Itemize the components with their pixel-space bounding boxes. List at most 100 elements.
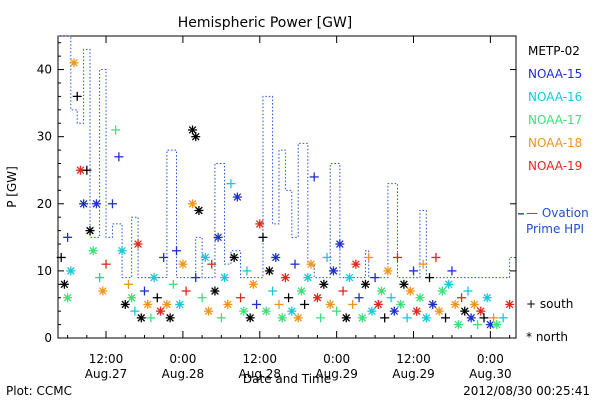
data-point-north [444, 279, 454, 289]
y-tick-label: 30 [37, 130, 52, 144]
data-point-south [226, 179, 236, 189]
data-point-south [425, 273, 435, 283]
data-point-south [130, 306, 140, 316]
data-point-north [453, 320, 463, 330]
data-point-north [280, 273, 290, 283]
x-tick-time: 12:00 [89, 352, 124, 366]
north-label: north [535, 330, 569, 344]
data-point-north [389, 306, 399, 316]
data-point-north [155, 306, 165, 316]
data-point-north [357, 313, 367, 323]
data-point-south [172, 246, 182, 256]
data-point-north [415, 293, 425, 303]
data-point-south [114, 152, 124, 162]
data-point-north [120, 299, 130, 309]
data-point-north [434, 306, 444, 316]
y-tick-label: 0 [44, 331, 52, 345]
x-tick-date: Aug.29 [392, 367, 435, 381]
data-point-north [200, 252, 210, 262]
south-label: south [539, 297, 574, 311]
x-tick-date: Aug.29 [315, 367, 358, 381]
data-point-north [220, 273, 230, 283]
x-tick-time: 12:00 [396, 352, 431, 366]
data-point-south [489, 313, 499, 323]
data-point-north [335, 239, 345, 249]
data-point-south [101, 259, 111, 269]
data-point-north [428, 299, 438, 309]
data-point-south [431, 252, 441, 262]
y-axis: 0 10 20 30 40 [37, 42, 516, 345]
x-tick-date: Aug.28 [162, 367, 205, 381]
data-point-north [306, 259, 316, 269]
data-point-north [232, 192, 242, 202]
data-point-south [380, 313, 390, 323]
data-point-south [123, 279, 133, 289]
x-tick-date: Aug.28 [239, 367, 282, 381]
data-point-north [191, 132, 201, 142]
data-point-south [463, 286, 473, 296]
data-point-north [277, 313, 287, 323]
data-point-south [236, 293, 246, 303]
data-point-south [242, 266, 252, 276]
data-point-south [498, 313, 508, 323]
legend-noaa-17: NOAA-17 [528, 113, 583, 127]
y-tick-label: 10 [37, 264, 52, 278]
data-point-north [405, 286, 415, 296]
data-point-south [207, 259, 217, 269]
data-point-south [441, 313, 451, 323]
data-point-south [447, 266, 457, 276]
x-tick-time: 0:00 [323, 352, 350, 366]
data-point-south [409, 266, 419, 276]
data-point-north [351, 259, 361, 269]
data-point-south [152, 293, 162, 303]
data-point-south [479, 313, 489, 323]
data-point-south [168, 279, 178, 289]
data-point-north [98, 286, 108, 296]
data-point-north [383, 266, 393, 276]
legend-ovation-line2: Prime HPI [526, 222, 584, 236]
data-point-north [505, 299, 515, 309]
data-point-south [300, 299, 310, 309]
data-point-north [482, 293, 492, 303]
data-point-north [85, 226, 95, 236]
data-point-north [312, 293, 322, 303]
data-point-north [136, 313, 146, 323]
ovation-hpi-line [58, 35, 516, 279]
data-point-north [91, 199, 101, 209]
data-point-south [252, 299, 262, 309]
y-tick-label: 40 [37, 63, 52, 77]
legend-noaa-18: NOAA-18 [528, 136, 583, 150]
legend-north: * north [526, 330, 568, 344]
data-point-south [284, 293, 294, 303]
data-point-south [146, 313, 156, 323]
data-point-north [239, 306, 249, 316]
data-point-north [133, 239, 143, 249]
data-point-north [194, 205, 204, 215]
data-point-south [309, 172, 319, 182]
data-point-north [204, 306, 214, 316]
data-point-north [175, 299, 185, 309]
x-tick-time: 0:00 [477, 352, 504, 366]
data-point-south [348, 299, 358, 309]
data-point-south [63, 232, 73, 242]
data-point-north [341, 313, 351, 323]
data-point-north [466, 313, 476, 323]
x-axis-label: Date and Time [243, 372, 331, 386]
legend-noaa-19: NOAA-19 [528, 159, 583, 173]
data-point-south [82, 165, 92, 175]
data-point-south [111, 125, 121, 135]
data-point-south [159, 252, 169, 262]
data-point-north [88, 246, 98, 256]
data-point-south [274, 299, 284, 309]
x-tick-time: 12:00 [242, 352, 277, 366]
data-point-north [360, 279, 370, 289]
data-point-north [162, 299, 172, 309]
data-point-north [396, 299, 406, 309]
data-point-north [66, 266, 76, 276]
data-point-north [296, 286, 306, 296]
data-point-north [188, 125, 198, 135]
data-point-north [328, 266, 338, 276]
data-point-north [485, 320, 495, 330]
data-point-south [402, 313, 412, 323]
